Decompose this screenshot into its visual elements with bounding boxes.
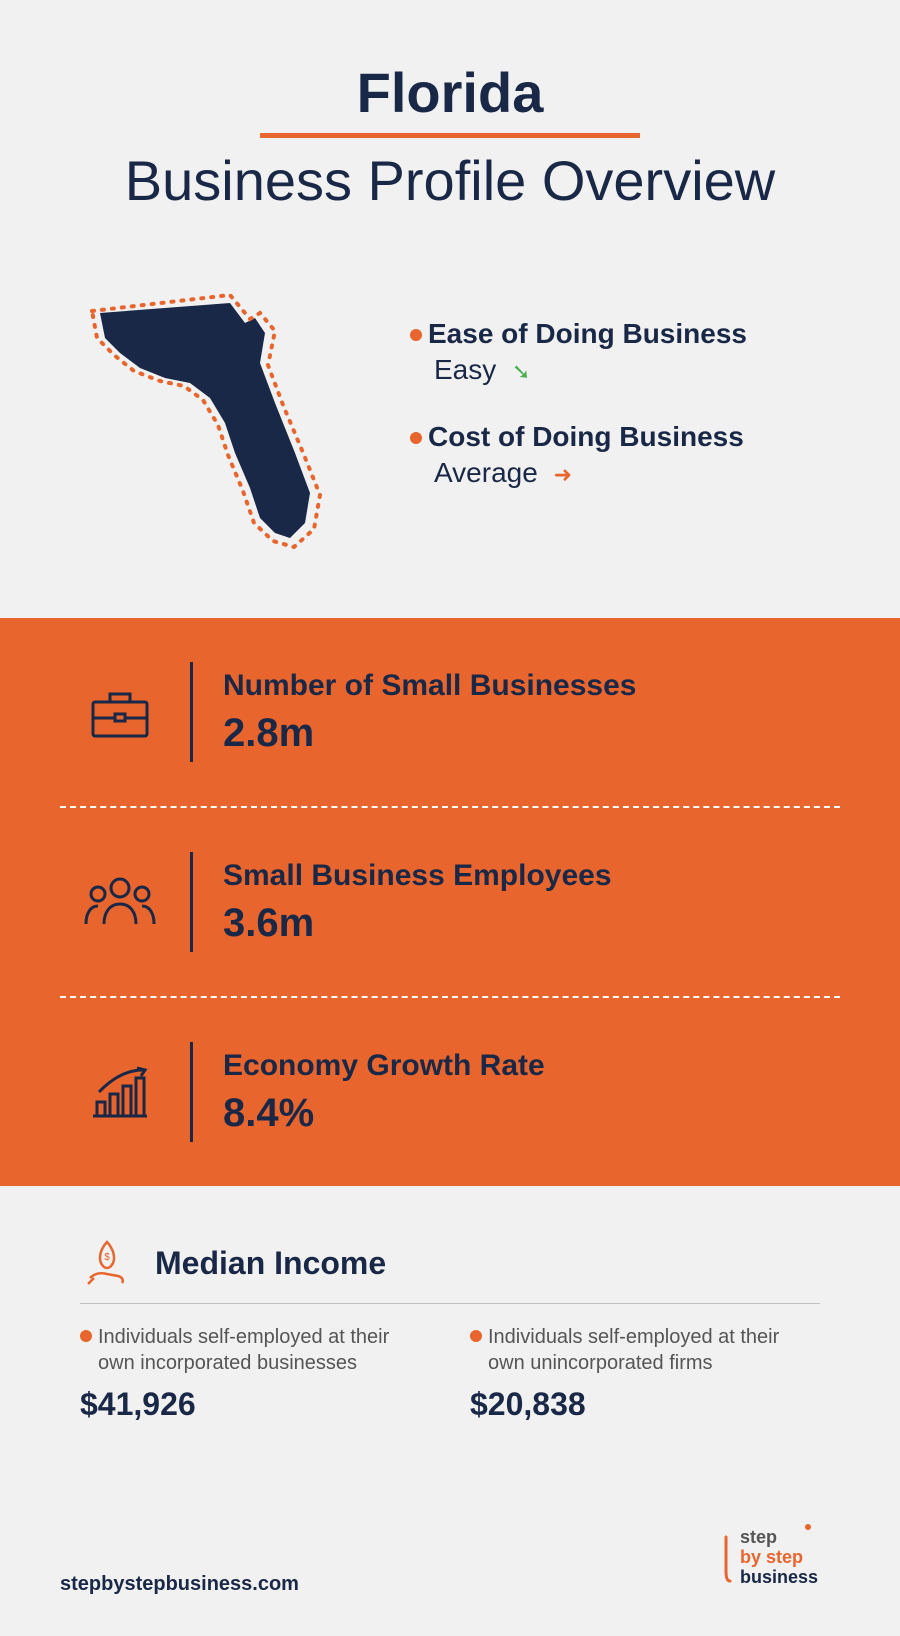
row-growth: Economy Growth Rate 8.4% [60,998,840,1186]
median-desc: Individuals self-employed at their own i… [80,1324,430,1376]
row-employees: Small Business Employees 3.6m [60,808,840,998]
stat-text: Economy Growth Rate 8.4% [223,1049,840,1136]
top-section: Ease of Doing Business Easy ➘ Cost of Do… [0,243,900,618]
median-desc: Individuals self-employed at their own u… [470,1324,820,1376]
briefcase-icon [60,682,180,742]
median-col-unincorporated: Individuals self-employed at their own u… [470,1324,820,1423]
stat-ease: Ease of Doing Business Easy ➘ [410,318,820,386]
bullet-icon [80,1330,92,1342]
stat-value: Easy ➘ [434,354,820,386]
svg-text:by step: by step [740,1547,803,1567]
median-columns: Individuals self-employed at their own i… [80,1324,820,1423]
median-title: Median Income [155,1245,386,1282]
stat-label: Small Business Employees [223,859,840,893]
brand-logo: step by step business [720,1521,840,1596]
stat-value: 2.8m [223,711,840,756]
median-income-section: $ Median Income Individuals self-employe… [0,1186,900,1443]
stat-text: Number of Small Businesses 2.8m [223,669,840,756]
money-hand-icon: $ [80,1236,135,1291]
row-small-businesses: Number of Small Businesses 2.8m [60,618,840,808]
svg-text:business: business [740,1567,818,1587]
page-title: Florida [357,60,544,125]
median-col-incorporated: Individuals self-employed at their own i… [80,1324,430,1423]
florida-shape [100,303,310,538]
bullet-icon [410,432,422,444]
footer-url: stepbystepbusiness.com [60,1573,299,1596]
median-header: $ Median Income [80,1236,820,1304]
median-amount: $20,838 [470,1386,820,1423]
stat-label: Number of Small Businesses [223,669,840,703]
bullet-icon [410,329,422,341]
footer: stepbystepbusiness.com step by step busi… [0,1521,900,1596]
top-stats: Ease of Doing Business Easy ➘ Cost of Do… [410,318,820,524]
florida-map [80,273,370,568]
median-amount: $41,926 [80,1386,430,1423]
svg-text:step: step [740,1527,777,1547]
page-subtitle: Business Profile Overview [40,148,860,213]
stat-label: Ease of Doing Business [410,318,820,350]
header: Florida Business Profile Overview [0,0,900,243]
title-underline [260,133,640,138]
stat-value: 8.4% [223,1091,840,1136]
down-arrow-icon: ➘ [512,359,530,385]
stat-text: Small Business Employees 3.6m [223,859,840,946]
stat-label: Economy Growth Rate [223,1049,840,1083]
stat-value: 3.6m [223,901,840,946]
growth-chart-icon [60,1062,180,1122]
stat-value: Average ➜ [434,457,820,489]
bullet-icon [470,1330,482,1342]
svg-text:$: $ [104,1252,110,1263]
people-icon [60,872,180,932]
vertical-divider [190,662,193,762]
vertical-divider [190,1042,193,1142]
right-arrow-icon: ➜ [554,462,572,488]
stat-label: Cost of Doing Business [410,421,820,453]
vertical-divider [190,852,193,952]
orange-stats-block: Number of Small Businesses 2.8m Small Bu… [0,618,900,1186]
stat-cost: Cost of Doing Business Average ➜ [410,421,820,489]
